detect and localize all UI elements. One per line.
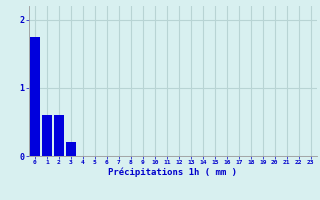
Bar [66,142,76,156]
Bar [42,115,52,156]
X-axis label: Précipitations 1h ( mm ): Précipitations 1h ( mm ) [108,168,237,177]
Bar [30,37,40,156]
Bar [54,115,64,156]
